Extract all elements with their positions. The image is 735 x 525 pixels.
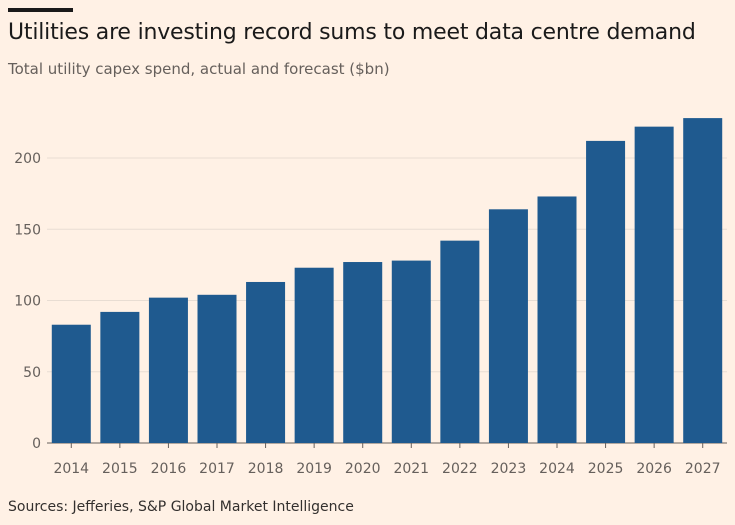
y-tick-label: 150: [14, 222, 41, 238]
bar-2014: [51, 324, 91, 443]
bar-2020: [343, 262, 383, 443]
bar-2019: [294, 267, 334, 443]
y-tick-label: 0: [32, 436, 41, 452]
bar-chart: 0 50 100 150 200 2014 2015 2016 2017 2018 2019 202…: [14, 118, 727, 477]
chart-subtitle: Total utility capex spend, actual and fo…: [8, 60, 390, 78]
x-tick-label: 2021: [393, 461, 429, 477]
bar-2023: [488, 209, 528, 443]
x-tick-label: 2025: [588, 461, 624, 477]
x-tick-label: 2014: [53, 461, 89, 477]
top-rule: [8, 8, 73, 12]
source-note: Sources: Jefferies, S&P Global Market In…: [8, 499, 354, 515]
x-axis-ticks: 2014 2015 2016 2017 2018 2019 2020 2021 2022 2023…: [53, 443, 721, 477]
y-tick-label: 200: [14, 151, 41, 167]
x-tick-label: 2024: [539, 461, 575, 477]
bar-2016: [148, 297, 188, 443]
x-tick-label: 2027: [685, 461, 721, 477]
bar-2024: [537, 196, 577, 443]
x-tick-label: 2016: [151, 461, 187, 477]
chart-title: Utilities are investing record sums to m…: [8, 20, 696, 45]
bar-2017: [197, 294, 237, 443]
bar-2021: [391, 260, 431, 443]
x-tick-label: 2019: [296, 461, 332, 477]
x-tick-label: 2020: [345, 461, 381, 477]
x-tick-label: 2026: [636, 461, 672, 477]
bar-2025: [586, 140, 626, 443]
bar-2015: [100, 311, 140, 443]
y-tick-label: 100: [14, 294, 41, 310]
bar-2026: [634, 126, 674, 444]
x-tick-label: 2022: [442, 461, 478, 477]
bar-2027: [683, 118, 723, 443]
y-axis-ticks: 0 50 100 150 200: [14, 151, 41, 452]
x-tick-label: 2018: [248, 461, 284, 477]
x-tick-label: 2015: [102, 461, 138, 477]
x-tick-label: 2017: [199, 461, 235, 477]
bars: [51, 118, 723, 444]
x-tick-label: 2023: [491, 461, 527, 477]
bar-2022: [440, 240, 480, 443]
bar-2018: [246, 281, 286, 443]
y-tick-label: 50: [23, 365, 41, 381]
